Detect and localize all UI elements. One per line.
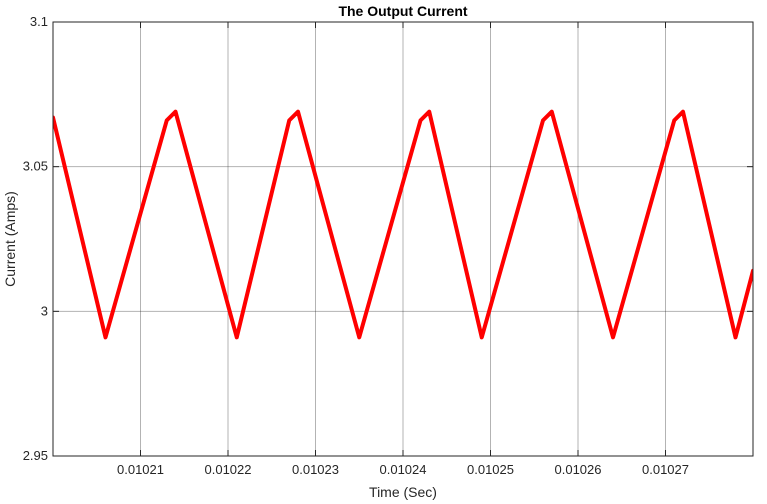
x-tick-label: 0.01026: [555, 462, 602, 477]
series-line: [53, 109, 753, 340]
x-tick-label: 0.01022: [205, 462, 252, 477]
y-tick-label: 3.1: [30, 14, 48, 29]
x-axis-label: Time (Sec): [369, 484, 437, 500]
y-tick-label: 2.95: [23, 448, 48, 463]
ticks: 0.01021 0.01022 0.01023 0.01024 0.01025 0.010…: [23, 14, 753, 477]
y-tick-label: 3.05: [23, 159, 48, 174]
series-layer: [53, 109, 753, 340]
x-tick-label: 0.01023: [292, 462, 339, 477]
chart-title: The Output Current: [338, 3, 467, 19]
x-tick-label: 0.01021: [117, 462, 164, 477]
x-tick-label: 0.01024: [380, 462, 427, 477]
x-tick-label: 0.01025: [467, 462, 514, 477]
plot-background: [53, 22, 753, 456]
x-tick-label: 0.01027: [642, 462, 689, 477]
y-axis-label: Current (Amps): [2, 191, 18, 287]
y-tick-label: 3: [41, 303, 48, 318]
